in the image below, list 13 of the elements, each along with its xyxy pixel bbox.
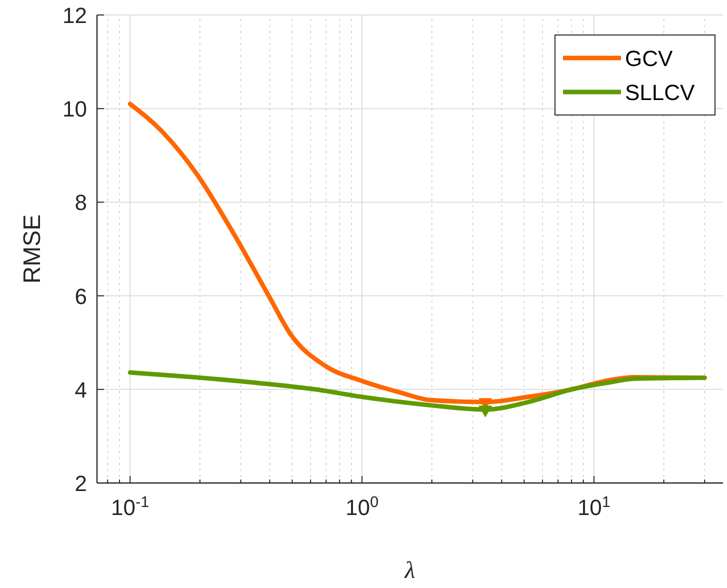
x-axis-title: λ [404, 558, 416, 584]
y-axis-title: RMSE [19, 214, 46, 284]
x-tick-label: 10$^{0}$ [346, 494, 379, 520]
x-tick-label: 10$^{-1}$ [111, 494, 150, 520]
y-tick-label: 2 [74, 471, 87, 496]
legend-label: GCV [625, 46, 673, 71]
x-tick-label: 10$^{1}$ [577, 494, 610, 520]
legend-label: SLLCV [625, 80, 696, 105]
y-tick-label: 8 [74, 190, 87, 216]
y-tick-label: 12 [62, 3, 87, 28]
y-tick-label: 6 [74, 284, 87, 309]
y-tick-label: 10 [62, 96, 87, 122]
y-tick-label: 4 [74, 377, 87, 402]
